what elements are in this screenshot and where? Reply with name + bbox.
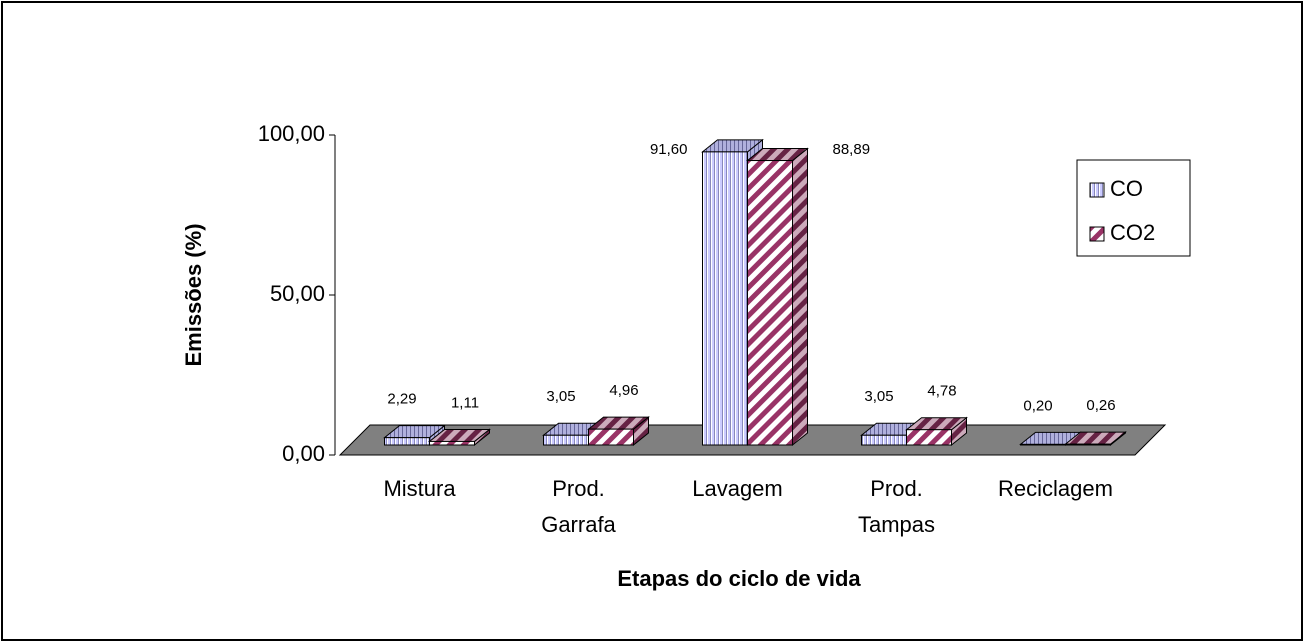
bar-face: [861, 434, 907, 446]
bar: [1064, 431, 1127, 447]
value-label: 4,96: [609, 382, 638, 399]
value-label: 4,78: [927, 383, 956, 400]
value-label: 3,05: [864, 388, 893, 405]
legend-label: CO: [1110, 176, 1143, 201]
x-tick-label: Lavagem: [692, 476, 783, 501]
value-label: 0,26: [1086, 397, 1115, 414]
bar-face: [702, 151, 748, 446]
value-label: 3,05: [546, 388, 575, 405]
bar: [905, 416, 968, 447]
x-axis-label: Etapas do ciclo de vida: [617, 566, 861, 591]
y-axis-label: Emissões (%): [181, 223, 206, 366]
y-tick-label: 100,00: [258, 121, 325, 146]
value-label: 0,20: [1023, 397, 1052, 414]
bar-face: [384, 437, 430, 446]
x-tick-label: Reciclagem: [998, 476, 1113, 501]
value-label: 88,89: [833, 141, 871, 158]
bar: [587, 416, 650, 447]
x-tick-label: Prod. Tampas: [858, 476, 935, 537]
bar-face: [588, 428, 634, 446]
bar-face: [1065, 443, 1111, 446]
value-label: 2,29: [387, 391, 416, 408]
bar: [746, 147, 809, 447]
y-tick-label: 50,00: [270, 281, 325, 306]
bar-face: [1020, 443, 1066, 446]
bar-face: [792, 147, 808, 447]
bar-face: [429, 440, 475, 446]
legend-swatch: [1089, 226, 1105, 242]
x-tick-label: Mistura: [383, 476, 456, 501]
bar: [428, 428, 491, 447]
legend-label: CO2: [1110, 220, 1155, 245]
bar-face: [747, 160, 793, 446]
bar-face: [543, 434, 589, 446]
legend-swatch: [1089, 182, 1105, 198]
value-label: 91,60: [650, 141, 688, 158]
x-tick-label: Prod. Garrafa: [541, 476, 616, 537]
y-tick-label: 0,00: [282, 441, 325, 466]
value-label: 1,11: [451, 394, 479, 411]
bar-face: [906, 429, 952, 446]
